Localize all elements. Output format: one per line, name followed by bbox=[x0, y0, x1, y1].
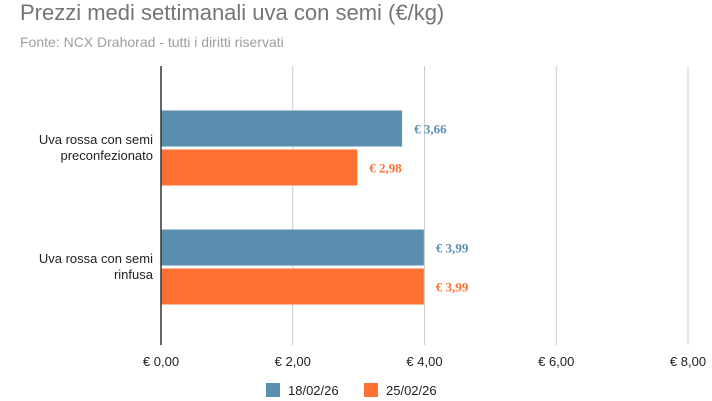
x-tick-label: € 0,00 bbox=[143, 354, 179, 369]
chart-title: Prezzi medi settimanali uva con semi (€/… bbox=[20, 0, 445, 25]
x-tick-label: € 2,00 bbox=[275, 354, 311, 369]
data-label: € 2,98 bbox=[369, 161, 402, 176]
legend-label: 25/02/26 bbox=[386, 383, 437, 398]
legend: 18/02/26 25/02/26 bbox=[266, 383, 437, 398]
legend-label: 18/02/26 bbox=[288, 383, 339, 398]
x-tick-label: € 4,00 bbox=[406, 354, 442, 369]
category-label: preconfezionato bbox=[60, 148, 153, 163]
data-label: € 3,66 bbox=[414, 122, 447, 137]
chart-subtitle: Fonte: NCX Drahorad - tutti i diritti ri… bbox=[20, 34, 284, 50]
x-tick-label: € 8,00 bbox=[670, 354, 706, 369]
labels: € 0,00 € 2,00 € 4,00 € 6,00 € 8,00 € 3,66 € 2,… bbox=[39, 122, 706, 370]
legend-swatch bbox=[364, 383, 378, 397]
data-label: € 3,99 bbox=[436, 280, 469, 295]
bar bbox=[161, 229, 424, 266]
category-label: Uva rossa con semi bbox=[39, 251, 153, 266]
bars bbox=[161, 110, 424, 305]
category-label: Uva rossa con semi bbox=[39, 132, 153, 147]
bar bbox=[161, 268, 424, 305]
x-tick-label: € 6,00 bbox=[538, 354, 574, 369]
category-label: rinfusa bbox=[114, 267, 154, 282]
data-label: € 3,99 bbox=[436, 241, 469, 256]
legend-swatch bbox=[266, 383, 280, 397]
bar bbox=[161, 110, 403, 147]
bar bbox=[161, 149, 358, 186]
